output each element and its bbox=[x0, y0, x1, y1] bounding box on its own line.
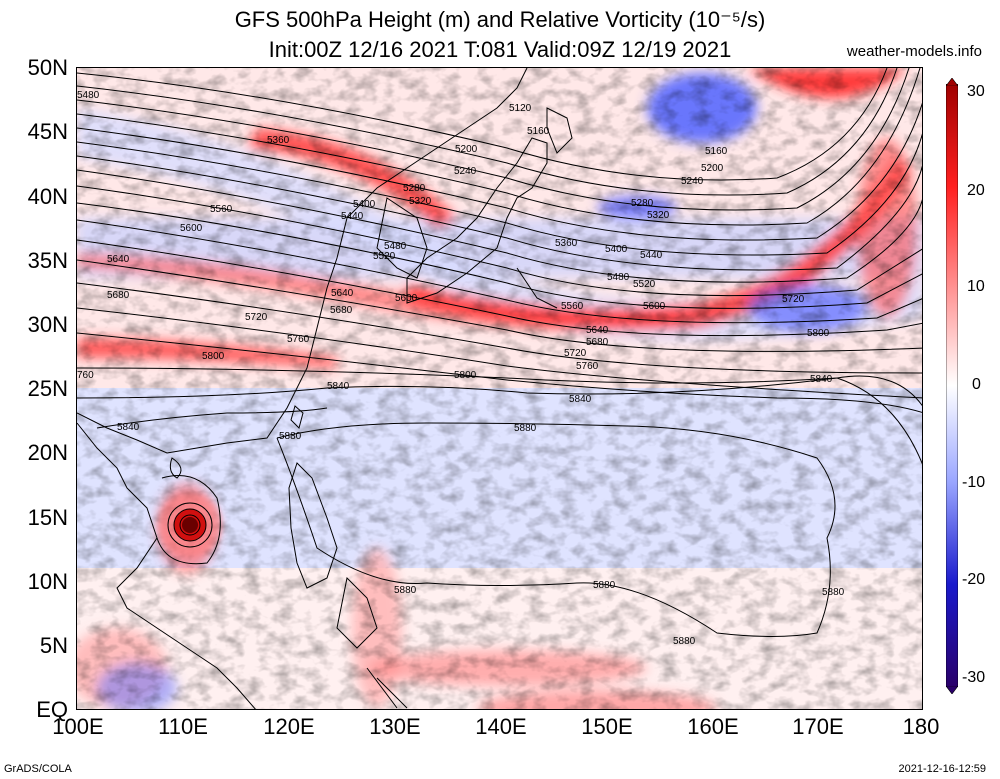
contour-label: 5640 bbox=[331, 288, 354, 299]
lat-label: 20N bbox=[27, 440, 68, 465]
contour-label: 5200 bbox=[455, 144, 478, 155]
colorbar-label: 20 bbox=[967, 182, 985, 199]
colorbar-label: 10 bbox=[967, 278, 985, 295]
lat-label: 40N bbox=[27, 184, 68, 209]
lon-label: 170E bbox=[792, 714, 844, 739]
contour-label: 5840 bbox=[327, 381, 350, 392]
lat-label: 25N bbox=[27, 376, 68, 401]
lon-label: 100E bbox=[52, 714, 104, 739]
contour-label-group: 5480 5120 5160 5360 5200 5240 5160 5200 … bbox=[77, 90, 845, 647]
lon-label: 160E bbox=[687, 714, 739, 739]
contour-label: 5360 bbox=[555, 238, 578, 249]
vorticity-map: 5480 5120 5160 5360 5200 5240 5160 5200 … bbox=[77, 68, 922, 709]
map-title: GFS 500hPa Height (m) and Relative Vorti… bbox=[234, 7, 766, 32]
contour-label: 5200 bbox=[701, 163, 724, 174]
lat-label: 45N bbox=[27, 119, 68, 144]
contour-label: 5480 bbox=[77, 90, 100, 101]
lat-label: EQ bbox=[36, 697, 68, 722]
footer-timestamp: 2021-12-16-12:59 bbox=[898, 763, 986, 775]
contour-label: 5520 bbox=[633, 279, 656, 290]
lat-label: 50N bbox=[27, 55, 68, 80]
contour-label: 5600 bbox=[180, 223, 203, 234]
contour-label: 5880 bbox=[822, 587, 845, 598]
contour-label: 5480 bbox=[607, 272, 630, 283]
contour-label: 5320 bbox=[409, 196, 432, 207]
contour-label: 5520 bbox=[373, 251, 396, 262]
contour-label: 5880 bbox=[279, 431, 302, 442]
contour-label: 760 bbox=[77, 370, 94, 381]
lon-label: 180 bbox=[902, 714, 940, 739]
contour-label: 5400 bbox=[353, 199, 376, 210]
contour-label: 5680 bbox=[586, 337, 609, 348]
contour-label: 5160 bbox=[527, 126, 550, 137]
contour-label: 5480 bbox=[384, 241, 407, 252]
contour-label: 5600 bbox=[643, 301, 666, 312]
contour-label: 5560 bbox=[210, 204, 233, 215]
lat-label: 5N bbox=[39, 633, 68, 658]
contour-label: 5720 bbox=[782, 294, 805, 305]
contour-label: 5640 bbox=[107, 254, 130, 265]
contour-label: 5800 bbox=[202, 351, 225, 362]
contour-label: 5560 bbox=[561, 301, 584, 312]
lon-label: 130E bbox=[369, 714, 421, 739]
contour-label: 5880 bbox=[514, 423, 537, 434]
typhoon-vortex bbox=[158, 493, 222, 557]
contour-label: 5800 bbox=[454, 370, 477, 381]
contour-label: 5640 bbox=[586, 325, 609, 336]
lat-label: 15N bbox=[27, 505, 68, 530]
contour-label: 5720 bbox=[245, 312, 268, 323]
lon-label: 120E bbox=[263, 714, 315, 739]
colorbar bbox=[946, 84, 958, 687]
contour-label: 5240 bbox=[454, 166, 477, 177]
contour-label: 5280 bbox=[403, 183, 426, 194]
contour-label: 5880 bbox=[394, 585, 417, 596]
contour-label: 5840 bbox=[569, 394, 592, 405]
map-plot: 5480 5120 5160 5360 5200 5240 5160 5200 … bbox=[76, 67, 923, 710]
colorbar-top-arrow bbox=[946, 78, 958, 86]
contour-label: 5440 bbox=[341, 211, 364, 222]
contour-label: 5880 bbox=[593, 580, 616, 591]
contour-label: 5720 bbox=[564, 348, 587, 359]
colorbar-label: 0 bbox=[972, 376, 981, 393]
contour-label: 5360 bbox=[267, 135, 290, 146]
contour-label: 5440 bbox=[640, 250, 663, 261]
colorbar-label: -10 bbox=[962, 474, 986, 491]
colorbar-label: 30 bbox=[967, 83, 985, 100]
lat-label: 35N bbox=[27, 248, 68, 273]
lon-label: 110E bbox=[158, 714, 208, 739]
contour-label: 5680 bbox=[330, 305, 353, 316]
contour-label: 5880 bbox=[673, 636, 696, 647]
height-contours bbox=[77, 68, 922, 637]
contour-label: 5760 bbox=[287, 334, 310, 345]
field-noise bbox=[77, 68, 922, 709]
contour-label: 5240 bbox=[681, 176, 704, 187]
lat-label: 30N bbox=[27, 312, 68, 337]
contour-label: 5120 bbox=[509, 103, 532, 114]
contour-label: 5840 bbox=[810, 374, 833, 385]
lat-label: 10N bbox=[27, 569, 68, 594]
lon-label: 140E bbox=[475, 714, 527, 739]
contour-label: 5680 bbox=[107, 290, 130, 301]
contour-label: 5400 bbox=[605, 244, 628, 255]
contour-label: 5800 bbox=[807, 328, 830, 339]
colorbar-label: -30 bbox=[962, 669, 986, 686]
contour-label: 5280 bbox=[631, 198, 654, 209]
site-credit: weather-models.info bbox=[846, 43, 982, 60]
map-subtitle: Init:00Z 12/16 2021 T:081 Valid:09Z 12/1… bbox=[268, 37, 732, 62]
contour-label: 5600 bbox=[395, 293, 418, 304]
contour-label: 5760 bbox=[576, 361, 599, 372]
colorbar-label: -20 bbox=[962, 571, 986, 588]
footer-software: GrADS/COLA bbox=[4, 763, 72, 775]
lon-label: 150E bbox=[581, 714, 633, 739]
colorbar-bottom-arrow bbox=[946, 686, 958, 694]
contour-label: 5840 bbox=[117, 422, 140, 433]
contour-label: 5160 bbox=[705, 146, 728, 157]
contour-label: 5320 bbox=[647, 210, 670, 221]
